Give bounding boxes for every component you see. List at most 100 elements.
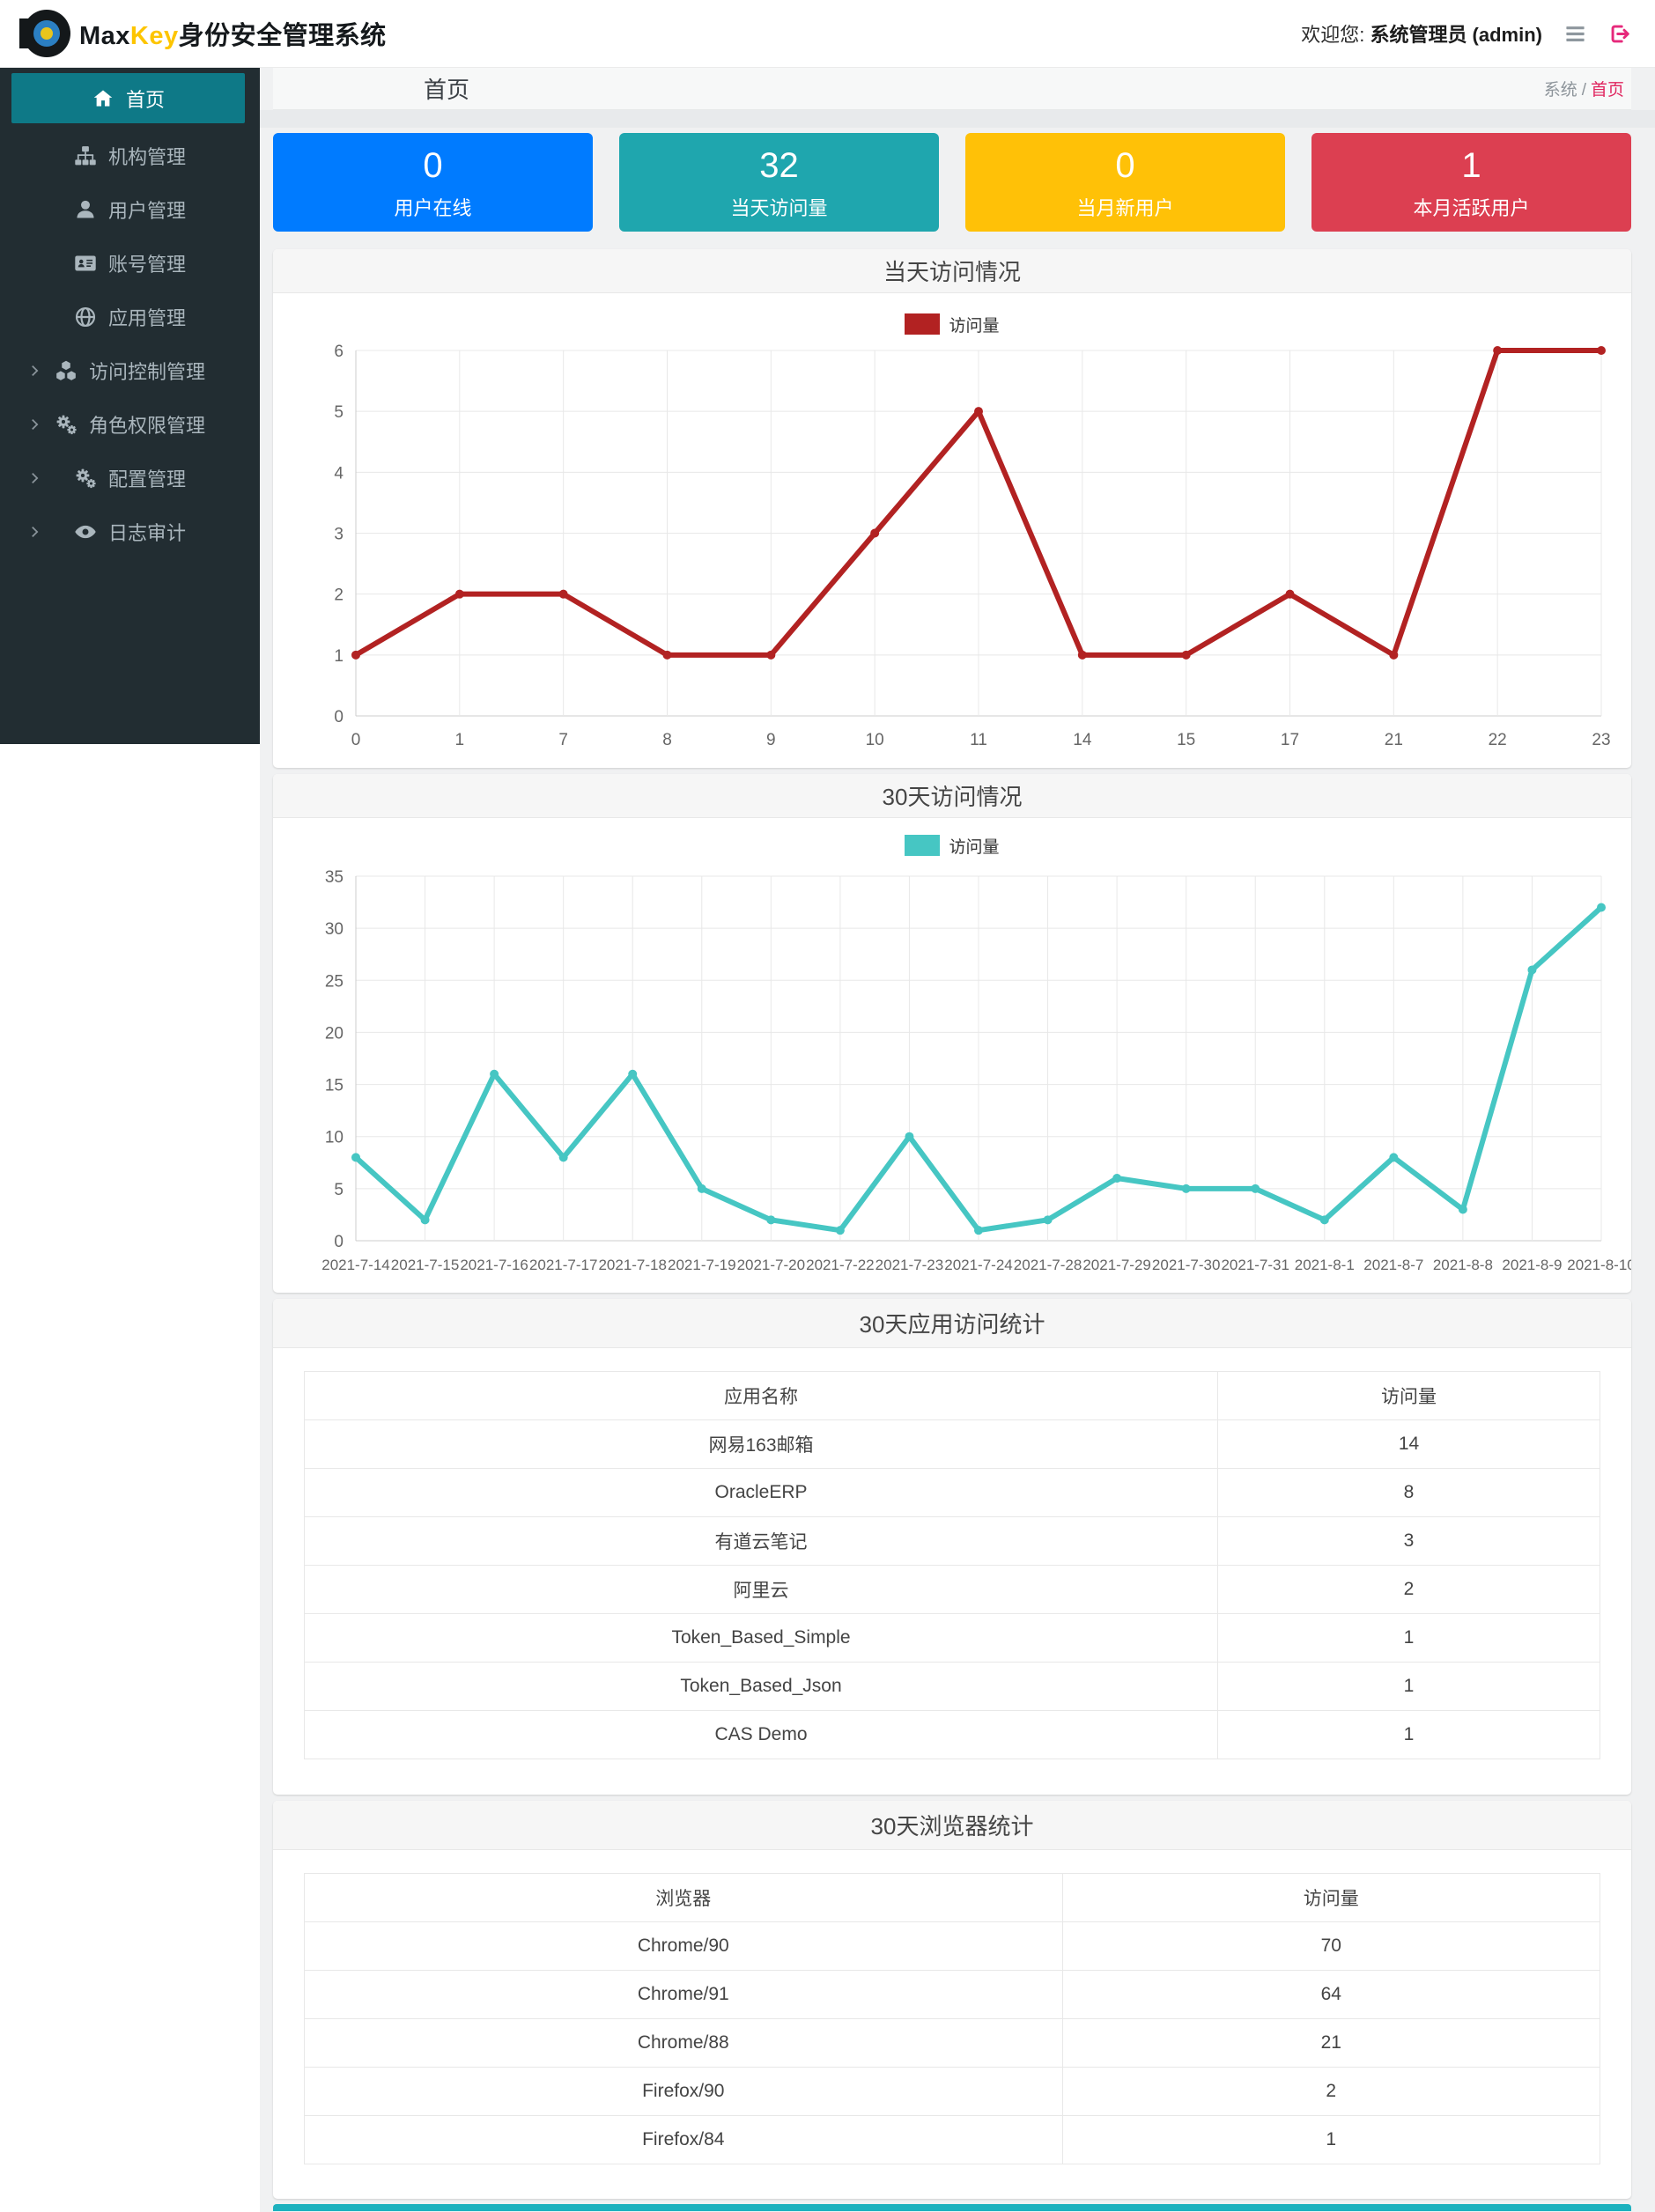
svg-text:2021-7-22: 2021-7-22 [806, 1257, 875, 1273]
table-row: Token_Based_Json 1 [303, 1662, 1600, 1711]
table-cell: 14 [1217, 1419, 1600, 1469]
svg-text:11: 11 [970, 731, 987, 749]
stat-value: 1 [1461, 146, 1481, 185]
table-row: Token_Based_Simple 1 [303, 1613, 1600, 1663]
svg-text:2021-7-31: 2021-7-31 [1221, 1257, 1289, 1273]
sidebar: 首页机构管理用户管理账号管理应用管理 访问控制管理 角色权限管理配置管理日志审计 [0, 68, 260, 2212]
svg-text:17: 17 [1281, 731, 1299, 749]
chart-legend: 访问量 [273, 311, 1631, 337]
svg-text:2021-7-29: 2021-7-29 [1082, 1257, 1151, 1273]
svg-text:2021-7-18: 2021-7-18 [598, 1257, 667, 1273]
svg-text:2021-8-1: 2021-8-1 [1295, 1257, 1355, 1273]
gears-icon [55, 413, 78, 436]
browser-stats-table: 浏览器 访问量 Chrome/90 70 Chrome/91 64 Chrome/88 2… [304, 1873, 1601, 2164]
chevron-right-icon [26, 417, 42, 432]
svg-text:2021-8-9: 2021-8-9 [1502, 1257, 1562, 1273]
sidebar-item-app[interactable]: 应用管理 [0, 290, 260, 343]
svg-text:5: 5 [334, 403, 344, 422]
sidebar-item-label: 用户管理 [107, 199, 186, 222]
table-cell: Chrome/90 [304, 1921, 1063, 1971]
chevron-right-icon [26, 470, 42, 486]
sidebar-item-org[interactable]: 机构管理 [0, 129, 260, 182]
monthly-visits-chart-area: 访问量 0 5 10 15 20 25 30 35 2021-7-14 2021-7-15 2021… [273, 818, 1631, 1293]
svg-text:15: 15 [325, 1077, 344, 1095]
stat-value: 32 [759, 146, 799, 185]
sidebar-item-user[interactable]: 用户管理 [0, 182, 260, 236]
sidebar-item-config[interactable]: 配置管理 [0, 451, 260, 505]
table-cell: 1 [1217, 1710, 1600, 1759]
browser-stats-table-wrap: 浏览器 访问量 Chrome/90 70 Chrome/91 64 Chrome/88 2… [273, 1850, 1631, 2199]
app-visits-table: 应用名称 访问量 网易163邮箱 14 OracleERP 8 有道云笔记 3 阿里云 2 To… [303, 1371, 1600, 1759]
stat-label: 本月活跃用户 [1413, 197, 1530, 219]
column-header: 浏览器 [304, 1873, 1063, 1922]
sidebar-item-label: 日志审计 [107, 521, 186, 544]
svg-text:25: 25 [325, 972, 344, 991]
svg-text:1: 1 [455, 731, 465, 749]
svg-text:7: 7 [558, 731, 568, 749]
sidebar-item-home[interactable]: 首页 [11, 73, 245, 123]
table-cell: 阿里云 [303, 1565, 1219, 1614]
svg-text:23: 23 [1592, 731, 1610, 749]
table-row: CAS Demo 1 [303, 1710, 1600, 1759]
table-row: OracleERP 8 [303, 1468, 1600, 1517]
table-cell: Chrome/91 [304, 1970, 1063, 2019]
svg-text:1: 1 [334, 647, 344, 666]
table-cell: Token_Based_Simple [303, 1613, 1219, 1663]
sidebar-item-role[interactable]: 角色权限管理 [0, 397, 260, 451]
svg-text:35: 35 [325, 868, 344, 887]
legend-swatch [905, 313, 941, 335]
svg-text:0: 0 [334, 708, 344, 726]
welcome-user: 系统管理员 (admin) [1370, 24, 1542, 46]
globe-icon [74, 306, 97, 328]
main-area: 首页 系统 / 首页 0 用户在线 32 当天访问量 0 [260, 68, 1655, 2212]
sidebar-item-label: 配置管理 [107, 468, 186, 490]
stat-value: 0 [1115, 146, 1135, 185]
logout-icon[interactable] [1608, 22, 1632, 46]
table-row: Chrome/91 64 [304, 1970, 1601, 2019]
table-row: 网易163邮箱 14 [303, 1419, 1600, 1469]
stat-card-users-online: 0 用户在线 [273, 133, 593, 232]
stat-label: 当月新用户 [1076, 197, 1174, 219]
table-cell: 64 [1061, 1970, 1601, 2019]
table-cell: Firefox/84 [304, 2115, 1063, 2164]
table-cell: Token_Based_Json [303, 1662, 1219, 1711]
table-cell: OracleERP [303, 1468, 1219, 1517]
stat-label: 当天访问量 [730, 197, 828, 219]
svg-text:2021-7-30: 2021-7-30 [1152, 1257, 1221, 1273]
content-top-strip [260, 110, 1655, 128]
breadcrumb-separator: / [1581, 81, 1586, 100]
app-visits-table-wrap: 应用名称 访问量 网易163邮箱 14 OracleERP 8 有道云笔记 3 阿里云 2 To… [273, 1348, 1631, 1795]
sidebar-item-label: 账号管理 [107, 253, 186, 276]
table-cell: Firefox/90 [304, 2067, 1063, 2116]
brand-suffix: 身份安全管理系统 [178, 22, 387, 50]
monthly-visits-box: 30天访问情况 访问量 0 5 10 15 20 25 30 35 2021-7-14 2021-… [273, 774, 1631, 1293]
svg-text:15: 15 [1177, 731, 1195, 749]
brand-key: Key [129, 22, 179, 50]
svg-text:22: 22 [1489, 731, 1507, 749]
table-cell: 70 [1061, 1921, 1601, 1971]
stat-cards-row: 0 用户在线 32 当天访问量 0 当月新用户 1 本月活跃用户 [273, 133, 1631, 232]
sidebar-item-account[interactable]: 账号管理 [0, 236, 260, 290]
brand: MaxKey身份安全管理系统 [19, 10, 387, 57]
browser-stats-box: 30天浏览器统计 浏览器 访问量 Chrome/90 70 Chrome/91 64 C… [273, 1801, 1631, 2199]
column-header: 访问量 [1217, 1371, 1600, 1420]
content: 0 用户在线 32 当天访问量 0 当月新用户 1 本月活跃用户 [260, 128, 1655, 2199]
breadcrumb-root[interactable]: 系统 [1543, 81, 1577, 100]
sidebar-item-access[interactable]: 访问控制管理 [0, 343, 260, 397]
table-row: 有道云笔记 3 [303, 1516, 1600, 1566]
table-row: Firefox/90 2 [304, 2067, 1601, 2116]
table-cell: 8 [1217, 1468, 1600, 1517]
svg-text:5: 5 [334, 1181, 344, 1199]
daily-visits-title: 当天访问情况 [273, 249, 1631, 293]
sidebar-item-label: 首页 [125, 88, 165, 111]
app-visits-title: 30天应用访问统计 [273, 1299, 1631, 1348]
svg-text:6: 6 [334, 343, 344, 361]
svg-text:2021-7-17: 2021-7-17 [529, 1257, 598, 1273]
sidebar-item-audit[interactable]: 日志审计 [0, 505, 260, 558]
svg-text:2021-7-19: 2021-7-19 [668, 1257, 736, 1273]
brand-max: Max [79, 22, 130, 50]
column-header: 访问量 [1061, 1873, 1601, 1922]
hamburger-menu-icon[interactable] [1563, 22, 1587, 46]
legend-label: 访问量 [949, 316, 1000, 335]
